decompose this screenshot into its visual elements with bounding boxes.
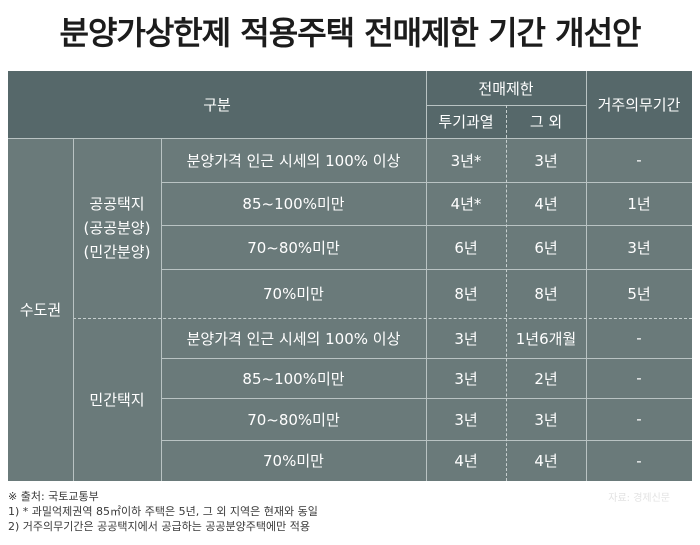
- residence-value: -: [636, 451, 642, 470]
- header-overheated: 투기과열: [438, 113, 494, 131]
- page-title: 분양가상한제 적용주택 전매제한 기간 개선안: [59, 14, 642, 52]
- overheated-value: 3년: [454, 410, 478, 429]
- header-other: 그 외: [529, 113, 563, 131]
- residence-value: 5년: [627, 285, 651, 303]
- row-label: 분양가격 인근 시세의 100% 이상: [186, 151, 401, 170]
- grid-line: [426, 71, 427, 481]
- overheated-value: 8년: [454, 285, 478, 303]
- other-value: 8년: [534, 285, 558, 303]
- group-public-line-1: 공공택지: [89, 195, 145, 213]
- row-label: 70%미만: [263, 452, 324, 470]
- other-value: 3년: [534, 410, 558, 429]
- row-label: 70%미만: [263, 285, 324, 303]
- grid-line: [8, 138, 692, 139]
- grid-line: [73, 138, 74, 481]
- other-value: 6년: [534, 238, 558, 257]
- group-private-land: 민간택지: [89, 391, 145, 409]
- overheated-value: 6년: [454, 238, 478, 257]
- residence-value: -: [636, 410, 642, 428]
- other-value: 1년6개월: [515, 329, 577, 348]
- footnote-1: 1) * 과밀억제권역 85㎡이하 주택은 5년, 그 외 지역은 현재와 동일: [8, 505, 318, 518]
- header-band: [8, 71, 692, 138]
- grid-line: [73, 318, 692, 319]
- row-label: 70~80%미만: [247, 238, 340, 257]
- residence-value: -: [636, 151, 642, 169]
- header-residence-period: 거주의무기간: [597, 96, 681, 114]
- header-category: 구분: [203, 96, 231, 114]
- region-label: 수도권: [19, 301, 62, 319]
- residence-value: -: [636, 329, 642, 347]
- row-label: 분양가격 인근 시세의 100% 이상: [186, 329, 401, 348]
- other-value: 2년: [534, 369, 558, 388]
- grid-line: [586, 71, 587, 481]
- row-label: 85~100%미만: [242, 369, 345, 388]
- row-label: 85~100%미만: [242, 195, 345, 213]
- resale-limit-table: 구분 전매제한 투기과열 그 외 거주의무기간 수도권 공공택지 (공공분양) …: [8, 71, 692, 481]
- other-value: 3년: [534, 151, 558, 170]
- residence-value: 1년: [627, 195, 651, 213]
- credit-watermark: 자료: 경제신문: [608, 493, 670, 504]
- grid-line: [506, 105, 507, 481]
- footnote-2: 2) 거주의무기간은 공공택지에서 공급하는 공공분양주택에만 적용: [8, 520, 311, 533]
- overheated-value: 3년: [454, 329, 478, 348]
- overheated-value: 4년: [454, 452, 478, 470]
- other-value: 4년: [534, 195, 558, 213]
- group-public-line-3: (민간분양): [83, 243, 151, 261]
- overheated-value: 3년: [454, 369, 478, 388]
- overheated-value: 3년*: [450, 151, 482, 170]
- header-resale-limit: 전매제한: [478, 79, 534, 98]
- row-label: 70~80%미만: [247, 410, 340, 429]
- other-value: 4년: [534, 452, 558, 470]
- overheated-value: 4년*: [450, 195, 482, 213]
- group-public-line-2: (공공분양): [83, 219, 151, 237]
- group-public-land: 공공택지 (공공분양) (민간분양): [73, 138, 161, 318]
- footnote-source: ※ 출처: 국토교통부: [8, 490, 99, 503]
- residence-value: -: [636, 369, 642, 387]
- residence-value: 3년: [627, 238, 651, 257]
- grid-line: [161, 138, 162, 481]
